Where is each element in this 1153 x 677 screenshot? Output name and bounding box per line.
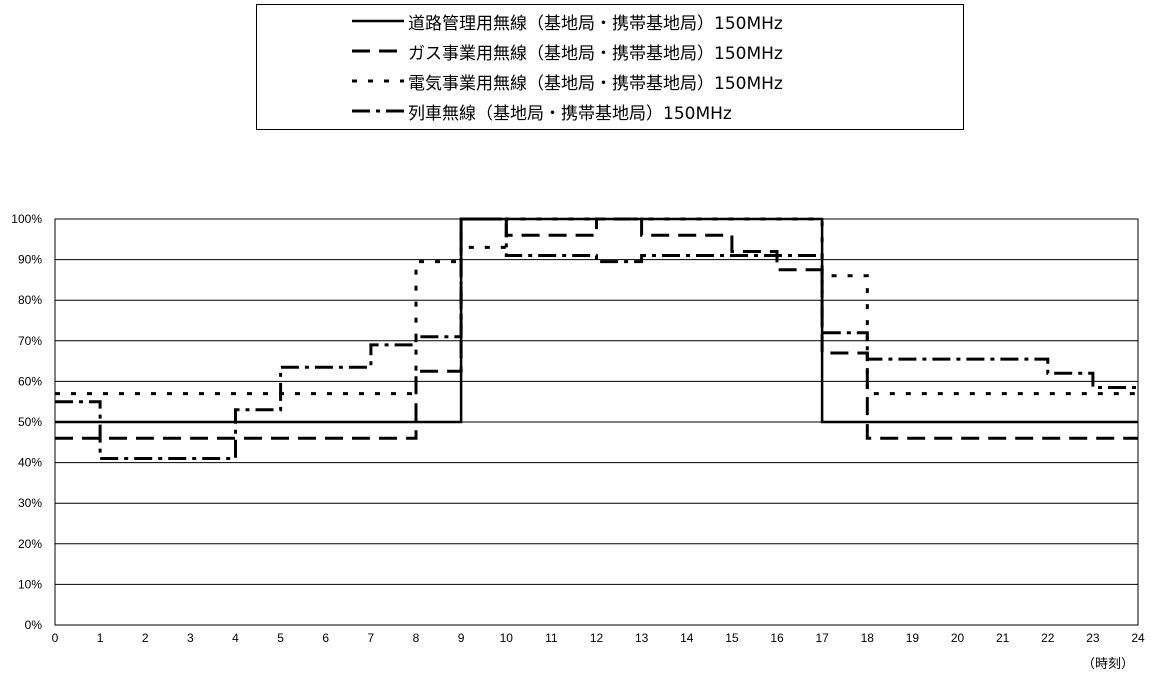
y-tick-label: 50%	[18, 415, 42, 429]
legend-label-road: 道路管理用無線（基地局・携帯基地局）150MHz	[408, 13, 783, 34]
legend-item-road: 道路管理用無線（基地局・携帯基地局）150MHz	[352, 7, 783, 35]
x-tick-label: 4	[232, 631, 239, 645]
legend-label-train: 列車無線（基地局・携帯基地局）150MHz	[408, 103, 732, 124]
y-tick-label: 100%	[11, 212, 42, 226]
series-layer	[55, 217, 1138, 460]
x-tick-label: 8	[413, 631, 420, 645]
y-tick-label: 60%	[18, 374, 42, 388]
x-tick-label: 5	[277, 631, 284, 645]
x-tick-label: 12	[590, 631, 604, 645]
x-tick-label: 19	[906, 631, 920, 645]
legend-swatch-dash	[352, 49, 404, 53]
legend-label-electric: 電気事業用無線（基地局・携帯基地局）150MHz	[408, 73, 783, 94]
y-tick-label: 30%	[18, 496, 42, 510]
x-tick-label: 24	[1131, 631, 1145, 645]
x-tick-label: 11	[545, 631, 558, 645]
series-line-1	[55, 217, 1138, 424]
x-tick-label: 0	[52, 631, 59, 645]
x-tick-label: 21	[996, 631, 1010, 645]
y-axis-ticks: 0% 10% 20% 30% 40% 50% 60% 70% 80% 90% 100%	[11, 212, 42, 632]
x-tick-label: 22	[1041, 631, 1055, 645]
x-tick-label: 15	[725, 631, 739, 645]
legend-item-train: 列車無線（基地局・携帯基地局）150MHz	[352, 97, 732, 125]
y-tick-label: 0%	[25, 618, 43, 632]
legend-item-gas: ガス事業用無線（基地局・携帯基地局）150MHz	[352, 37, 783, 65]
x-tick-label: 7	[368, 631, 375, 645]
x-tick-label: 16	[770, 631, 784, 645]
plot-area-frame	[54, 218, 1139, 626]
y-tick-label: 90%	[18, 253, 42, 267]
x-tick-label: 18	[861, 631, 875, 645]
y-tick-label: 80%	[18, 293, 42, 307]
y-tick-label: 10%	[18, 577, 42, 591]
y-tick-label: 20%	[18, 537, 42, 551]
x-tick-label: 17	[815, 631, 829, 645]
x-tick-label: 13	[635, 631, 649, 645]
legend-swatch-solid	[352, 19, 404, 23]
series-line-4	[55, 217, 1138, 460]
x-tick-label: 3	[187, 631, 194, 645]
x-tick-label: 23	[1086, 631, 1100, 645]
series-line-2	[55, 217, 1138, 440]
x-tick-label: 20	[951, 631, 965, 645]
y-tick-label: 40%	[18, 456, 42, 470]
x-tick-label: 6	[322, 631, 329, 645]
x-tick-label: 14	[680, 631, 694, 645]
x-axis-unit-label: （時刻）	[1082, 657, 1134, 672]
series-line-3	[55, 217, 1138, 396]
chart-legend: 道路管理用無線（基地局・携帯基地局）150MHz ガス事業用無線（基地局・携帯基…	[256, 4, 964, 130]
x-tick-label: 2	[142, 631, 149, 645]
legend-label-gas: ガス事業用無線（基地局・携帯基地局）150MHz	[408, 43, 783, 64]
x-tick-label: 9	[458, 631, 465, 645]
x-axis-ticks: 0 1 2 3 4 5 6 7 8 9 10 11 12 13 14 15 16 17 18 19 20 21 22 23 24	[52, 631, 1145, 645]
x-tick-label: 1	[97, 631, 104, 645]
legend-item-electric: 電気事業用無線（基地局・携帯基地局）150MHz	[352, 67, 783, 95]
y-tick-label: 70%	[18, 334, 42, 348]
legend-swatch-dashdot	[352, 109, 404, 113]
x-tick-label: 10	[500, 631, 514, 645]
